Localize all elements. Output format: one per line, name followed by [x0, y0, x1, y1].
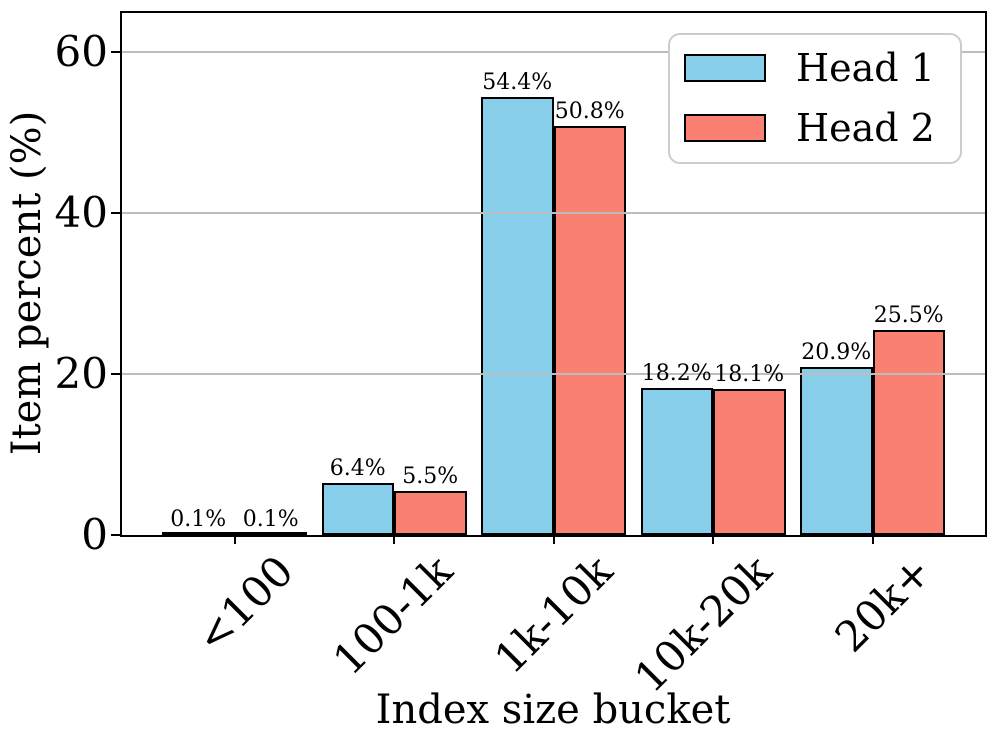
- x-tick-10k-20k: [712, 534, 714, 544]
- legend-item-head-2: Head 2: [684, 106, 935, 150]
- y-tick-0: [111, 534, 120, 536]
- legend-swatch-head-2-icon: [684, 114, 766, 142]
- gridline-40: [122, 212, 985, 214]
- y-axis-label: Item percent (%): [4, 110, 50, 456]
- legend-label-head-2: Head 2: [796, 106, 935, 150]
- legend-swatch-head-1-icon: [684, 54, 766, 82]
- bar-head-2-10k-20k: [713, 389, 786, 535]
- bar-head-1-1k-10k: [481, 97, 554, 535]
- value-label-head-1-100-1k: 6.4%: [329, 456, 386, 482]
- value-label-head-1-<100: 0.1%: [170, 507, 227, 533]
- y-tick-label-20: 20: [54, 349, 108, 398]
- y-tick-40: [111, 212, 120, 214]
- legend-label-head-1: Head 1: [796, 46, 935, 90]
- x-tick-100-1k: [393, 534, 395, 544]
- y-tick-label-60: 60: [54, 27, 108, 76]
- x-axis-label: Index size bucket: [375, 687, 731, 733]
- bar-head-1-10k-20k: [640, 388, 713, 535]
- bar-head-2-100-1k: [394, 490, 467, 535]
- y-tick-label-0: 0: [81, 510, 108, 559]
- value-label-head-1-1k-10k: 54.4%: [482, 70, 553, 96]
- bar-head-2-1k-10k: [553, 126, 626, 535]
- bar-head-1-100-1k: [321, 483, 394, 535]
- x-tick-1k-10k: [552, 534, 555, 544]
- x-tick-<100: [233, 534, 236, 544]
- gridline-20: [122, 373, 985, 375]
- value-label-head-2-1k-10k: 50.8%: [554, 99, 625, 125]
- value-label-head-1-20k+: 20.9%: [801, 339, 872, 365]
- y-tick-label-40: 40: [54, 188, 108, 237]
- bar-head-2-<100: [234, 532, 307, 536]
- legend-item-head-1: Head 1: [684, 46, 935, 90]
- value-label-head-2-10k-20k: 18.1%: [714, 362, 785, 388]
- value-label-head-2-<100: 0.1%: [242, 507, 299, 533]
- value-label-head-2-20k+: 25.5%: [873, 302, 944, 328]
- y-tick-60: [111, 51, 120, 53]
- bar-head-1-20k+: [800, 366, 873, 535]
- bar-head-2-20k+: [872, 329, 945, 535]
- gridline-60: [122, 51, 985, 53]
- y-tick-20: [111, 373, 120, 375]
- bar-head-1-<100: [162, 532, 235, 536]
- value-label-head-2-100-1k: 5.5%: [402, 463, 459, 489]
- legend: Head 1 Head 2: [668, 33, 962, 164]
- value-label-head-1-10k-20k: 18.2%: [641, 361, 712, 387]
- x-tick-20k+: [871, 534, 874, 544]
